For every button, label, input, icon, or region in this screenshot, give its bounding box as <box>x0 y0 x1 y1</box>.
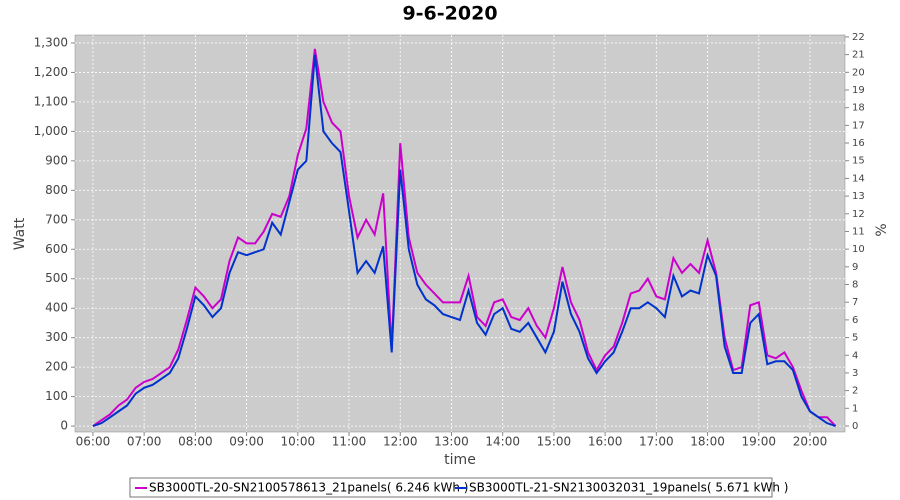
y-tick-label: 1,100 <box>34 94 68 108</box>
y2-tick-label: 13 <box>852 191 865 202</box>
y2-tick-label: 10 <box>852 244 865 255</box>
x-axis-title: time <box>444 452 476 468</box>
y-tick-label: 300 <box>45 330 68 344</box>
series-line <box>92 54 836 428</box>
y2-tick-label: 15 <box>852 156 865 167</box>
x-tick-label: 16:00 <box>588 435 623 449</box>
y2-tick-label: 21 <box>852 50 865 61</box>
legend-label: SB3000TL-20-SN2100578613_21panels( 6.246… <box>149 481 468 495</box>
x-tick-label: 07:00 <box>127 435 162 449</box>
x-tick-label: 08:00 <box>178 435 213 449</box>
x-tick-label: 14:00 <box>485 435 520 449</box>
y2-tick-label: 7 <box>852 297 858 308</box>
plot-area <box>74 34 846 433</box>
x-tick-label: 19:00 <box>741 435 776 449</box>
y2-axis-title: % <box>874 223 890 236</box>
x-tick-label: 12:00 <box>383 435 418 449</box>
y2-tick-label: 4 <box>852 350 858 361</box>
y2-tick-label: 19 <box>852 85 865 96</box>
y2-tick-label: 14 <box>852 173 865 184</box>
y2-tick-label: 18 <box>852 103 865 114</box>
y-tick-label: 0 <box>60 419 68 433</box>
x-tick-label: 06:00 <box>76 435 111 449</box>
y-tick-label: 1,000 <box>34 124 68 138</box>
x-tick-label: 09:00 <box>229 435 264 449</box>
y2-tick-label: 9 <box>852 262 858 273</box>
y-tick-label: 100 <box>45 389 68 403</box>
y-axis-title: Watt <box>12 217 28 250</box>
series-line <box>92 48 837 427</box>
x-tick-label: 18:00 <box>690 435 725 449</box>
y2-tick-label: 17 <box>852 120 865 131</box>
y-tick-label: 1,300 <box>34 35 68 49</box>
x-tick-label: 15:00 <box>537 435 572 449</box>
y2-tick-label: 22 <box>852 32 865 43</box>
y2-tick-label: 3 <box>852 368 858 379</box>
x-tick-label: 10:00 <box>281 435 316 449</box>
y2-tick-label: 5 <box>852 333 858 344</box>
y2-tick-label: 20 <box>852 67 865 78</box>
y-tick-label: 600 <box>45 242 68 256</box>
y-tick-label: 400 <box>45 301 68 315</box>
chart-title: 9-6-2020 <box>402 3 497 25</box>
y2-tick-label: 12 <box>852 209 865 220</box>
y-tick-label: 1,200 <box>34 65 68 79</box>
y2-tick-label: 0 <box>852 421 858 432</box>
x-tick-label: 11:00 <box>332 435 367 449</box>
y-tick-label: 900 <box>45 153 68 167</box>
x-tick-label: 17:00 <box>639 435 674 449</box>
y-tick-label: 700 <box>45 212 68 226</box>
y2-tick-label: 11 <box>852 226 865 237</box>
y-tick-label: 800 <box>45 183 68 197</box>
y2-tick-label: 1 <box>852 403 858 414</box>
y-tick-label: 500 <box>45 271 68 285</box>
x-tick-label: 20:00 <box>793 435 828 449</box>
y2-tick-label: 16 <box>852 138 865 149</box>
y2-tick-label: 6 <box>852 315 858 326</box>
x-tick-label: 13:00 <box>434 435 469 449</box>
y-tick-label: 200 <box>45 360 68 374</box>
y2-tick-label: 8 <box>852 280 858 291</box>
y2-tick-label: 2 <box>852 386 858 397</box>
legend <box>129 477 773 498</box>
legend-label: SB3000TL-21-SN2130032031_19panels( 5.671… <box>469 481 788 495</box>
